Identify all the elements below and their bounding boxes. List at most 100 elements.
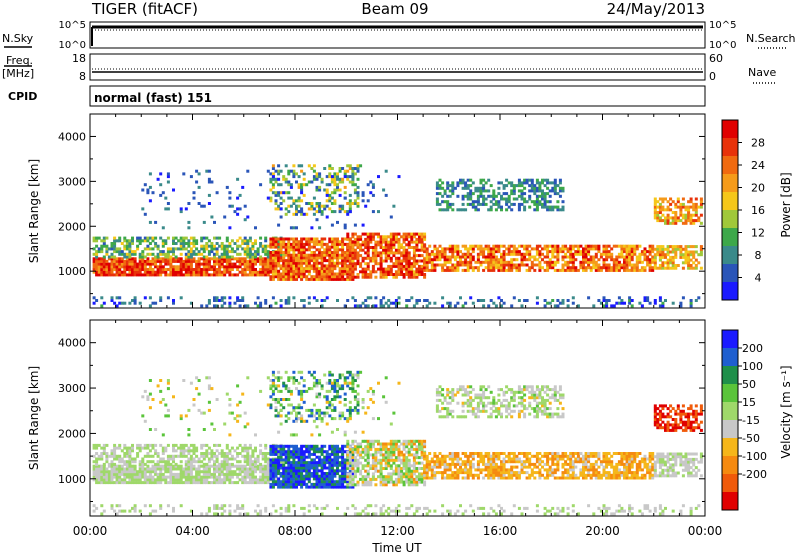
echo-cell [149, 296, 152, 299]
echo-cell [272, 167, 275, 170]
echo-cell [282, 464, 285, 467]
echo-cell [287, 450, 290, 453]
echo-cell [444, 261, 447, 264]
echo-cell [403, 233, 406, 236]
echo-cell [144, 260, 147, 263]
echo-cell [398, 249, 401, 252]
echo-cell [357, 170, 360, 173]
echo-cell [159, 253, 162, 256]
echo-cell [231, 473, 234, 476]
echo-cell [295, 450, 298, 453]
echo-cell [308, 456, 311, 459]
echo-cell [285, 299, 288, 302]
echo-cell [700, 251, 703, 254]
echo-cell [333, 456, 336, 459]
echo-cell [290, 205, 293, 208]
echo-cell [272, 450, 275, 453]
echo-cell [208, 460, 211, 463]
echo-cell [333, 183, 336, 186]
echo-cell [374, 440, 377, 443]
echo-cell [367, 453, 370, 456]
echo-cell [272, 186, 275, 189]
echo-cell [510, 264, 513, 267]
echo-cell [513, 187, 516, 190]
echo-cell [272, 296, 275, 299]
echo-cell [436, 198, 439, 201]
echo-cell [374, 296, 377, 299]
echo-cell [305, 450, 308, 453]
echo-cell [574, 253, 577, 256]
echo-cell [341, 278, 344, 281]
echo-cell [328, 472, 331, 475]
echo-cell [234, 273, 237, 276]
echo-cell [321, 270, 324, 273]
echo-cell [218, 271, 221, 274]
echo-cell [259, 304, 262, 307]
echo-cell [128, 478, 131, 481]
echo-cell [223, 302, 226, 305]
echo-cell [641, 304, 644, 307]
echo-cell [331, 467, 334, 470]
echo-cell [118, 455, 121, 458]
echo-cell [118, 296, 121, 299]
echo-cell [500, 258, 503, 261]
echo-cell [597, 245, 600, 248]
echo-cell [295, 469, 298, 472]
echo-cell [538, 195, 541, 198]
echo-cell [459, 258, 462, 261]
echo-cell [295, 278, 298, 281]
echo-cell [672, 256, 675, 259]
echo-cell [169, 476, 172, 479]
echo-cell [582, 247, 585, 250]
echo-cell [359, 304, 362, 307]
echo-cell [659, 211, 662, 214]
echo-cell [328, 251, 331, 254]
echo-cell [267, 260, 270, 263]
echo-cell [275, 259, 278, 262]
echo-cell [180, 237, 183, 240]
echo-cell [523, 256, 526, 259]
echo-cell [403, 251, 406, 254]
echo-cell [518, 266, 521, 269]
echo-cell [285, 456, 288, 459]
echo-cell [528, 184, 531, 187]
echo-cell [418, 235, 421, 238]
echo-cell [374, 243, 377, 246]
echo-cell [305, 262, 308, 265]
echo-cell [116, 273, 119, 276]
echo-cell [292, 172, 295, 175]
echo-cell [113, 256, 116, 259]
echo-cell [367, 251, 370, 254]
echo-cell [333, 264, 336, 267]
echo-cell [541, 258, 544, 261]
echo-cell [154, 242, 157, 245]
echo-cell [149, 186, 152, 189]
echo-cell [346, 202, 349, 205]
echo-cell [321, 483, 324, 486]
echo-cell [98, 260, 101, 263]
echo-cell [538, 261, 541, 264]
echo-cell [95, 265, 98, 268]
echo-cell [292, 248, 295, 251]
echo-cell [387, 304, 390, 307]
echo-cell [313, 469, 316, 472]
echo-cell [526, 299, 529, 302]
echo-cell [346, 443, 349, 446]
echo-cell [528, 189, 531, 192]
echo-cell [590, 261, 593, 264]
echo-cell [111, 253, 114, 256]
echo-cell [180, 481, 183, 484]
y-tick-label: 2000 [58, 220, 86, 233]
echo-cell [677, 245, 680, 248]
echo-cell [95, 273, 98, 276]
echo-cell [123, 263, 126, 266]
echo-cell [321, 458, 324, 461]
echo-cell [303, 251, 306, 254]
echo-cell [349, 164, 352, 167]
echo-cell [462, 203, 465, 206]
echo-cell [180, 465, 183, 468]
echo-cell [103, 449, 106, 452]
echo-cell [408, 243, 411, 246]
echo-cell [198, 271, 201, 274]
echo-cell [123, 476, 126, 479]
